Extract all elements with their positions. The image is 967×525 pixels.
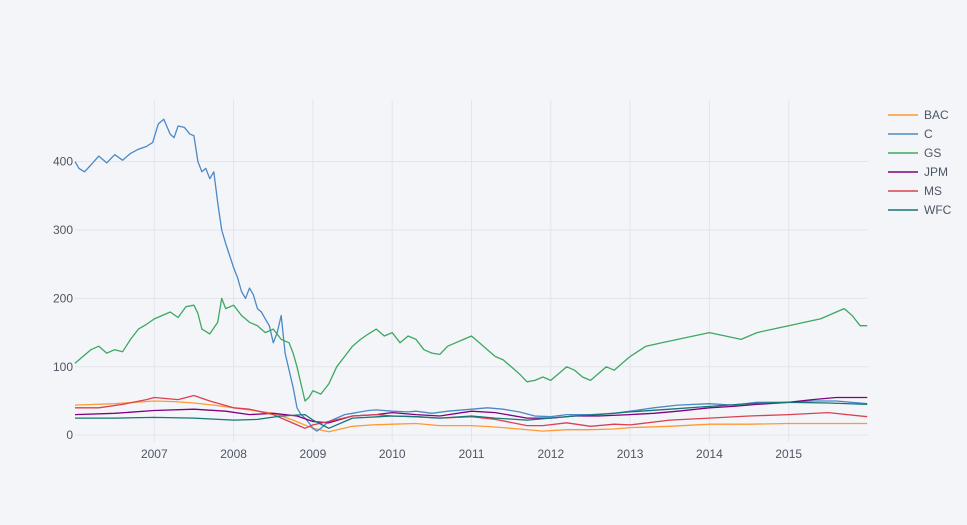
x-tick-label: 2015	[775, 447, 802, 461]
y-tick-label: 200	[53, 291, 73, 305]
x-tick-label: 2011	[459, 447, 485, 461]
x-tick-label: 2014	[696, 447, 723, 461]
legend-item-gs[interactable]: GS	[888, 146, 941, 160]
y-tick-label: 300	[53, 223, 73, 237]
x-axis-ticks: 2007 2008 2009 2010 2011 2012 2013 2014 2015	[141, 447, 802, 461]
legend-label: BAC	[924, 108, 949, 122]
series-lines	[74, 118, 868, 433]
x-tick-label: 2013	[617, 447, 644, 461]
plot-area: 2007 2008 2009 2010 2011 2012 2013 2014 2015 0 10…	[53, 100, 868, 461]
legend-label: JPM	[924, 165, 948, 179]
gridlines	[75, 100, 868, 442]
series-line-wfc[interactable]	[75, 401, 868, 429]
y-tick-label: 400	[53, 155, 73, 169]
series-line-gs[interactable]	[74, 297, 868, 402]
legend-item-ms[interactable]: MS	[888, 184, 942, 198]
legend-item-c[interactable]: C	[888, 127, 933, 141]
legend-label: GS	[924, 146, 941, 160]
series-line-bac[interactable]	[74, 400, 868, 433]
legend-item-jpm[interactable]: JPM	[888, 165, 948, 179]
y-axis-ticks: 0 100 200 300 400	[53, 155, 73, 443]
legend-item-wfc[interactable]: WFC	[888, 203, 952, 217]
legend[interactable]: BAC C GS JPM MS WFC	[888, 108, 952, 217]
x-tick-label: 2009	[300, 447, 327, 461]
x-tick-label: 2008	[220, 447, 247, 461]
y-tick-label: 0	[66, 428, 73, 442]
legend-label: C	[924, 127, 933, 141]
x-tick-label: 2012	[537, 447, 564, 461]
series-line-jpm[interactable]	[74, 396, 868, 424]
legend-label: WFC	[924, 203, 952, 217]
y-tick-label: 100	[53, 360, 73, 374]
legend-label: MS	[924, 184, 942, 198]
series-line-ms[interactable]	[75, 394, 868, 429]
legend-item-bac[interactable]: BAC	[888, 108, 949, 122]
x-tick-label: 2007	[141, 447, 168, 461]
x-tick-label: 2010	[379, 447, 406, 461]
series-line-c[interactable]	[74, 118, 868, 432]
